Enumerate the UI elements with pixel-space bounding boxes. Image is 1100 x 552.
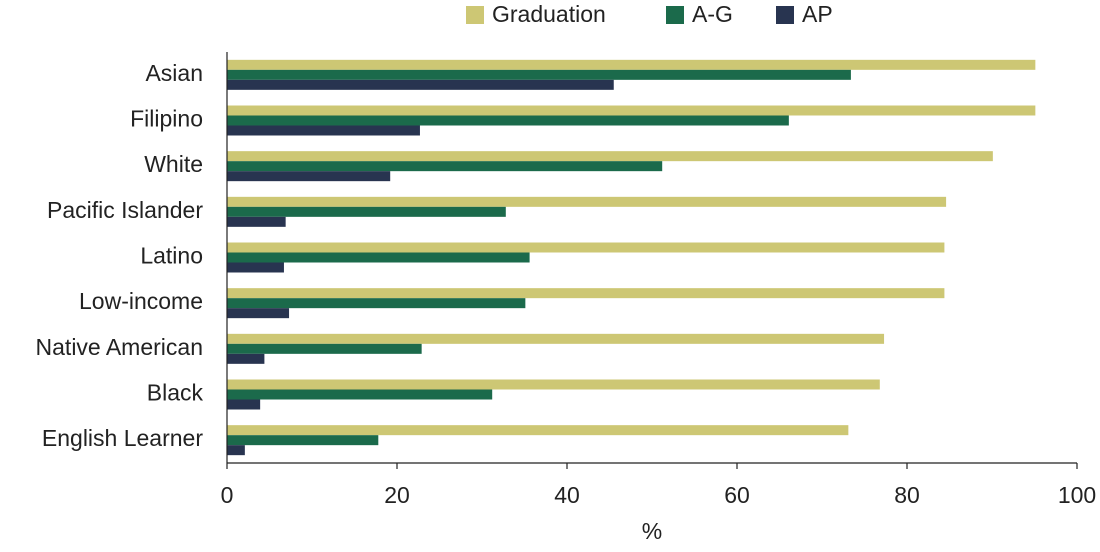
bar [227,399,261,410]
x-tick-label: 60 [724,482,750,508]
bar [227,435,379,446]
bar [227,125,420,136]
bar [227,333,885,344]
x-axis-label: % [642,518,662,544]
bar [227,252,530,263]
y-tick-label: Filipino [130,106,203,132]
bar [227,196,947,207]
bar [227,389,493,400]
bar [227,425,849,436]
y-tick-label: English Learner [42,425,203,451]
bar [227,288,945,299]
bar [227,151,993,162]
bar [227,242,945,253]
bar [227,161,663,172]
bar [227,59,1036,70]
x-tick-label: 40 [554,482,580,508]
legend-swatch [466,6,484,24]
x-tick-label: 100 [1058,482,1096,508]
y-tick-label: Latino [140,243,203,269]
bar [227,298,526,309]
bar [227,353,265,364]
bar [227,308,290,319]
bar [227,343,422,354]
bar [227,206,506,217]
bar [227,115,789,126]
bar [227,105,1036,116]
legend-label: A-G [692,1,733,27]
bar [227,79,614,90]
x-tick-label: 80 [894,482,920,508]
bar [227,262,284,273]
legend-swatch [666,6,684,24]
bar [227,445,245,456]
x-tick-label: 0 [221,482,234,508]
y-tick-label: Pacific Islander [47,197,203,223]
bar [227,69,851,80]
y-tick-label: Black [147,380,204,406]
y-tick-label: Native American [36,334,203,360]
bar [227,216,286,227]
x-tick-label: 20 [384,482,410,508]
legend-label: AP [802,1,833,27]
y-tick-label: Asian [145,60,203,86]
y-tick-label: White [144,151,203,177]
legend-swatch [776,6,794,24]
legend-label: Graduation [492,1,606,27]
bar [227,379,880,390]
bar [227,171,391,182]
y-tick-label: Low-income [79,288,203,314]
